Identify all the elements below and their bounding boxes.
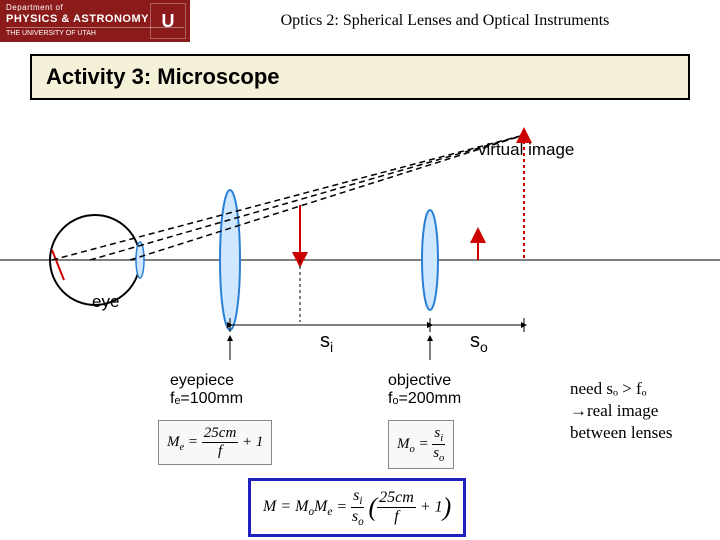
objective-name: objective	[388, 372, 461, 390]
label-eyepiece: eyepiece fₑ=100mm	[170, 372, 243, 408]
diagram: virtual image eye si so eyepiece fₑ=100m…	[0, 100, 720, 540]
diagram-svg	[0, 100, 720, 360]
note-l1: need sₒ > fₒ	[570, 378, 672, 400]
label-virtual-image: virtual image	[478, 140, 574, 160]
activity-banner: Activity 3: Microscope	[30, 54, 690, 100]
u-logo-icon: U	[150, 3, 186, 39]
formula-main: M = MoMe = siso (25cmf + 1)	[248, 478, 466, 537]
so-sub: o	[480, 339, 488, 355]
objective-focal: fₒ=200mm	[388, 390, 461, 408]
si-sub: i	[330, 339, 333, 355]
eyepiece-name: eyepiece	[170, 372, 243, 390]
label-si: si	[320, 330, 333, 355]
formula-me: Me = 25cmf + 1	[158, 420, 272, 465]
note-l3: between lenses	[570, 422, 672, 444]
logo: Department of PHYSICS & ASTRONOMY THE UN…	[0, 0, 190, 42]
so-letter: s	[470, 330, 480, 352]
note-l2: →real image	[570, 400, 672, 422]
label-objective: objective fₒ=200mm	[388, 372, 461, 408]
page-title: Optics 2: Spherical Lenses and Optical I…	[190, 12, 720, 30]
label-eye: eye	[92, 292, 119, 312]
note-block: need sₒ > fₒ →real image between lenses	[570, 378, 672, 444]
eyepiece-focal: fₑ=100mm	[170, 390, 243, 408]
formula-mo: Mo = siso	[388, 420, 454, 469]
header: Department of PHYSICS & ASTRONOMY THE UN…	[0, 0, 720, 42]
si-letter: s	[320, 330, 330, 352]
label-so: so	[470, 330, 488, 355]
